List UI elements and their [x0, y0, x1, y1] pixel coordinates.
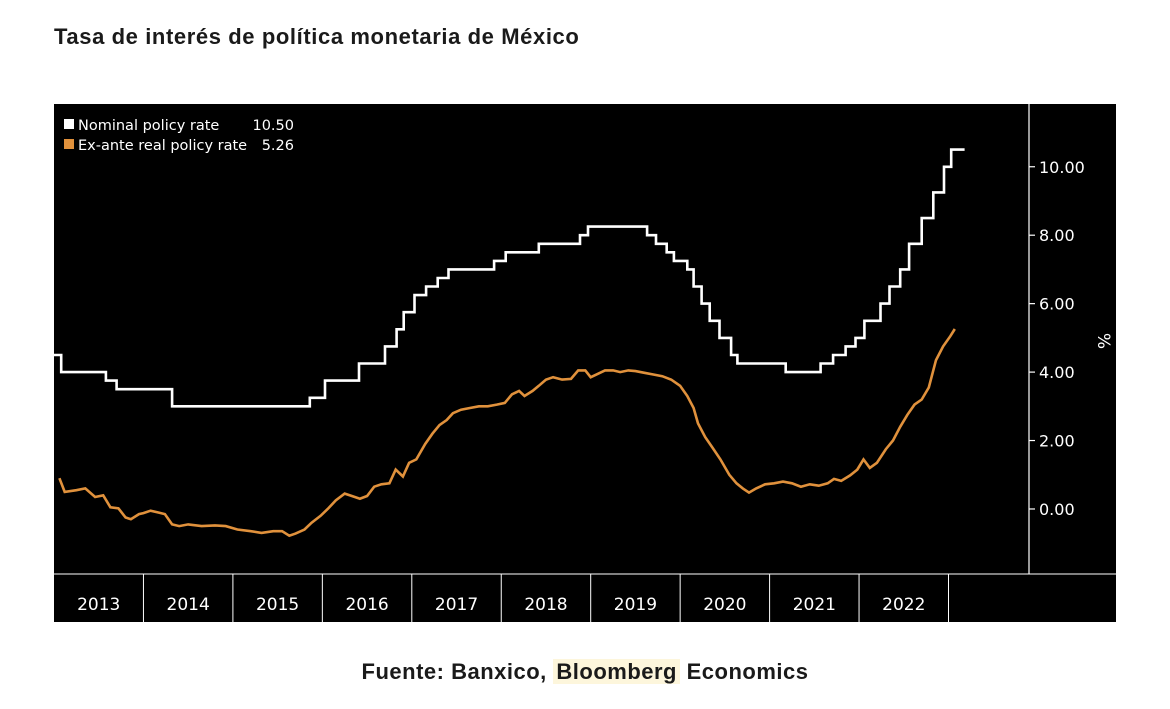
- x-tick-label: 2016: [345, 595, 388, 615]
- legend-value-nominal: 10.50: [252, 118, 294, 134]
- x-tick-label: 2015: [256, 595, 299, 615]
- x-tick-label: 2021: [793, 595, 836, 615]
- axis-layer: 0.00 2.00 4.00 6.00 8.00 10.00% 2013 2014 2015 20…: [54, 104, 1116, 622]
- legend-value-real: 5.26: [262, 138, 294, 154]
- legend-swatch-real: [64, 139, 74, 149]
- x-tick-label: 2017: [435, 595, 478, 615]
- y-tick-label: 8.00: [1039, 226, 1075, 245]
- legend-label-real: Ex-ante real policy rate: [78, 138, 247, 154]
- legend: Nominal policy rate 10.50 Ex-ante real p…: [56, 112, 310, 156]
- legend-swatch-nominal: [64, 119, 74, 129]
- y-tick-label: 10.00: [1039, 158, 1085, 177]
- y-tick-label: 6.00: [1039, 295, 1075, 314]
- nominal-rate-line: [54, 148, 965, 408]
- page-title: Tasa de interés de política monetaria de…: [54, 24, 580, 49]
- chart-svg: 0.00 2.00 4.00 6.00 8.00 10.00% 2013 2014 2015 20…: [54, 104, 1116, 622]
- y-tick-label: 0.00: [1039, 500, 1075, 519]
- source-prefix: Fuente: Banxico,: [361, 659, 554, 684]
- y-tick-label: 2.00: [1039, 432, 1075, 451]
- legend-background: [56, 112, 310, 156]
- x-tick-label: 2019: [614, 595, 657, 615]
- legend-label-nominal: Nominal policy rate: [78, 118, 219, 134]
- source-suffix: Economics: [680, 659, 809, 684]
- real-rate-line: [58, 328, 956, 538]
- series-layer: [54, 148, 965, 538]
- x-tick-label: 2014: [167, 595, 210, 615]
- chart-panel: 0.00 2.00 4.00 6.00 8.00 10.00% 2013 2014 2015 20…: [54, 104, 1116, 622]
- x-tick-label: 2013: [77, 595, 120, 615]
- y-tick-label: 4.00: [1039, 363, 1075, 382]
- x-tick-label: 2018: [524, 595, 567, 615]
- y-axis-unit-label: %: [1093, 333, 1113, 349]
- x-tick-label: 2022: [882, 595, 925, 615]
- source-caption: Fuente: Banxico, Bloomberg Economics: [0, 659, 1170, 685]
- x-tick-label: 2020: [703, 595, 746, 615]
- source-highlight: Bloomberg: [553, 659, 680, 684]
